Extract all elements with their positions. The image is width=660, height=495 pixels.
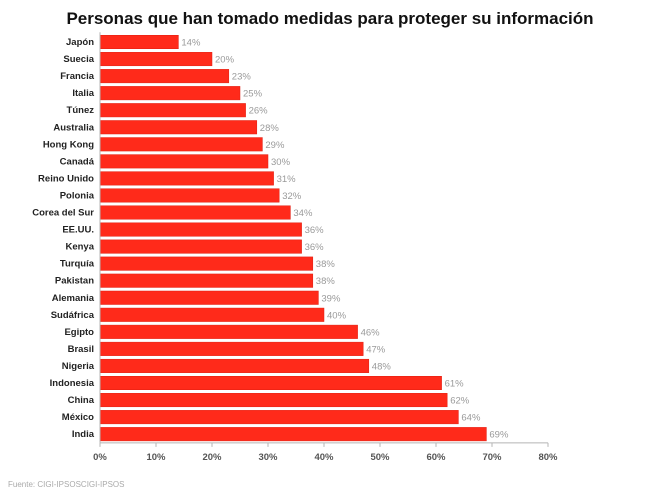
value-label: 29% — [265, 140, 285, 151]
category-label: Pakistan — [55, 276, 94, 287]
value-label: 39% — [321, 293, 341, 304]
bar — [99, 256, 314, 271]
value-label: 30% — [271, 157, 291, 168]
bar — [99, 154, 269, 169]
value-label: 23% — [232, 72, 252, 83]
category-label: Kenya — [65, 242, 94, 253]
source-note: Fuente: CIGI-IPSOSCIGI-IPSOS — [8, 480, 124, 489]
category-label: Túnez — [67, 105, 95, 116]
bar — [99, 239, 302, 254]
bar — [99, 290, 319, 305]
category-label: EE.UU. — [62, 225, 94, 236]
x-tick-label: 20% — [202, 452, 222, 463]
category-label: India — [72, 429, 95, 440]
category-label: Hong Kong — [43, 139, 94, 150]
x-tick-label: 10% — [146, 452, 166, 463]
value-label: 34% — [293, 208, 313, 219]
bar — [99, 376, 442, 390]
bars-layer: Japón 14% Suecia 20% Francia 23% Italia 25% Túne… — [32, 35, 509, 442]
category-label: Corea del Sur — [32, 208, 94, 219]
bar — [99, 324, 358, 339]
value-label: 26% — [249, 106, 269, 117]
bar — [99, 341, 364, 356]
bar — [99, 427, 487, 442]
value-label: 20% — [215, 55, 235, 66]
category-label: Polonia — [60, 190, 95, 201]
x-tick-label: 50% — [370, 452, 390, 463]
value-label: 28% — [260, 123, 280, 134]
bar — [99, 120, 258, 135]
value-label: 25% — [243, 89, 263, 100]
value-label: 14% — [181, 38, 201, 49]
category-label: Indonesia — [50, 378, 95, 389]
x-tick-label: 70% — [482, 452, 502, 463]
category-label: Brasil — [68, 344, 94, 355]
category-label: Japón — [66, 37, 94, 48]
bar — [99, 137, 263, 152]
category-label: México — [62, 412, 94, 423]
bar — [99, 52, 213, 67]
x-tick-label: 60% — [426, 452, 446, 463]
bar — [99, 35, 179, 49]
bar — [99, 205, 291, 220]
bar — [99, 222, 302, 237]
bar — [99, 86, 241, 101]
x-tick-label: 40% — [314, 452, 334, 463]
x-tick-label: 80% — [538, 452, 558, 463]
x-axis: 0% 10% 20% 30% 40% 50% 60% 70% 80% — [93, 32, 558, 463]
category-label: Francia — [60, 71, 95, 82]
category-label: Italia — [72, 88, 94, 99]
bar — [99, 171, 274, 186]
value-label: 47% — [366, 344, 386, 355]
category-label: Canadá — [60, 156, 95, 167]
value-label: 31% — [277, 174, 297, 185]
bar — [99, 307, 325, 322]
value-label: 64% — [461, 413, 481, 424]
value-label: 62% — [450, 396, 470, 407]
value-label: 40% — [327, 310, 347, 321]
value-label: 36% — [305, 242, 325, 253]
category-label: Turquía — [60, 259, 95, 270]
value-label: 61% — [445, 379, 465, 390]
category-label: Egipto — [64, 327, 94, 338]
category-label: Alemania — [52, 293, 95, 304]
value-label: 36% — [305, 225, 325, 236]
bar — [99, 69, 230, 84]
category-label: Sudáfrica — [51, 310, 95, 321]
chart-title: Personas que han tomado medidas para pro… — [66, 9, 593, 28]
category-label: Nigeria — [62, 361, 95, 372]
category-label: Reino Unido — [38, 173, 94, 184]
category-label: Suecia — [63, 54, 94, 65]
x-tick-label: 30% — [258, 452, 278, 463]
value-label: 38% — [316, 276, 336, 287]
value-label: 46% — [361, 327, 381, 338]
value-label: 38% — [316, 259, 336, 270]
bar — [99, 393, 448, 408]
value-label: 48% — [372, 361, 392, 372]
value-label: 69% — [489, 430, 509, 441]
x-tick-label: 0% — [93, 452, 107, 463]
bar — [99, 103, 246, 118]
category-label: Australia — [53, 122, 94, 133]
bar — [99, 273, 314, 288]
bar — [99, 188, 280, 203]
bar — [99, 358, 370, 373]
bar — [99, 410, 459, 425]
category-label: China — [68, 395, 95, 406]
value-label: 32% — [282, 191, 302, 202]
